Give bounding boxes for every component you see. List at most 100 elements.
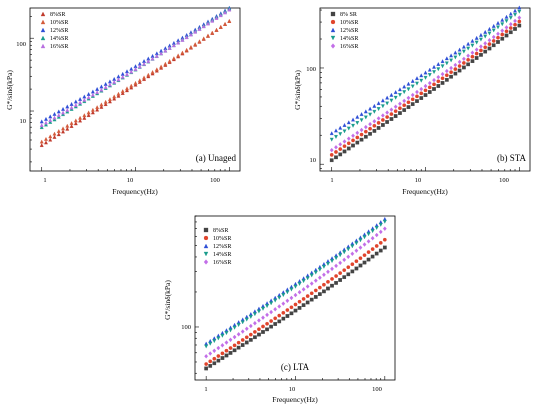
data-point [350, 269, 355, 274]
data-point [466, 57, 471, 62]
data-point [385, 115, 389, 119]
data-point [133, 66, 138, 71]
data-point [385, 120, 389, 124]
data-point [362, 253, 367, 258]
data-point [457, 64, 462, 68]
data-point [44, 136, 48, 141]
panel-a-xtick-100: 100 [210, 177, 220, 184]
data-point [474, 40, 479, 45]
data-point [44, 122, 48, 127]
data-point [326, 286, 330, 291]
data-point [56, 109, 61, 114]
panel-c-legend-markers [203, 227, 209, 265]
data-point [398, 101, 402, 107]
data-point [444, 61, 449, 66]
data-point [265, 312, 269, 318]
data-point [440, 76, 445, 81]
data-point [228, 328, 233, 333]
data-point [116, 77, 121, 82]
panel-a: 1 10 100 10 100 Frequency(Hz) G*/sinδ(kP… [5, 5, 241, 196]
panel-b-ytick-100: 100 [306, 66, 316, 73]
data-point [338, 147, 343, 151]
data-point [120, 91, 125, 95]
data-point [491, 34, 496, 40]
data-point [385, 95, 390, 100]
data-point [125, 86, 129, 91]
data-point [224, 353, 229, 358]
data-point [253, 335, 257, 340]
data-point [513, 22, 517, 27]
data-point [107, 99, 112, 104]
data-point [402, 84, 407, 89]
data-point [244, 335, 249, 340]
data-point [346, 146, 351, 151]
data-point [188, 32, 193, 37]
data-point [346, 272, 351, 277]
data-point [374, 244, 379, 248]
legend-marker-1 [203, 227, 209, 233]
data-point [350, 244, 355, 249]
data-point [461, 56, 466, 62]
data-point [330, 277, 334, 281]
data-point [453, 67, 458, 71]
data-point [99, 102, 104, 107]
data-point [116, 91, 121, 96]
data-point [163, 61, 168, 66]
data-point [350, 262, 355, 267]
data-point [65, 104, 70, 109]
data-point [232, 325, 237, 330]
data-point [432, 64, 436, 69]
data-point [39, 125, 44, 130]
data-point [220, 333, 225, 338]
data-point [334, 155, 338, 160]
data-point [269, 301, 274, 306]
data-point [376, 107, 381, 112]
panel-a-legend: 8%SR 10%SR 12%SR 14%SR 16%SR [40, 11, 68, 50]
data-point [406, 81, 411, 86]
data-point [293, 302, 298, 307]
data-point [517, 19, 522, 24]
data-point [410, 97, 415, 102]
data-point [65, 107, 70, 112]
series-5 [329, 15, 522, 153]
data-point [159, 51, 164, 56]
data-point [402, 103, 407, 108]
data-point [487, 37, 492, 43]
data-point [330, 259, 334, 264]
panel-c-legend-item-2: 10%SR [213, 236, 231, 242]
data-point [338, 260, 343, 266]
data-point [293, 308, 298, 313]
data-point [368, 121, 372, 127]
data-point [48, 137, 53, 142]
data-point [504, 19, 509, 24]
data-point [240, 338, 245, 342]
data-point [338, 278, 343, 282]
panel-a-ylabel: G*/sinδ(kPa) [5, 70, 14, 110]
data-point [419, 96, 424, 100]
data-point [444, 68, 449, 74]
data-point [513, 12, 517, 17]
series-3 [39, 5, 232, 124]
data-point [444, 77, 449, 82]
data-point [163, 48, 168, 53]
data-point [212, 361, 217, 366]
data-point [317, 267, 322, 272]
panel-c-xlabel: Frequency(Hz) [272, 395, 318, 404]
data-point [398, 106, 402, 111]
data-point [419, 91, 424, 96]
data-point [427, 85, 432, 90]
panel-c-legend: 8%SR 10%SR 12%SR 14%SR 16%SR [203, 227, 231, 266]
data-point [504, 33, 509, 38]
data-point [297, 282, 302, 286]
data-point [393, 114, 398, 118]
data-point [479, 48, 483, 53]
data-point [470, 54, 475, 59]
data-point [372, 109, 377, 114]
legend-marker-3 [40, 27, 46, 33]
panel-b-legend-item-2: 10%SR [340, 20, 358, 26]
data-point [479, 52, 483, 57]
data-point [125, 72, 129, 77]
data-point [273, 306, 278, 312]
data-point [491, 23, 496, 28]
data-point [415, 94, 419, 99]
